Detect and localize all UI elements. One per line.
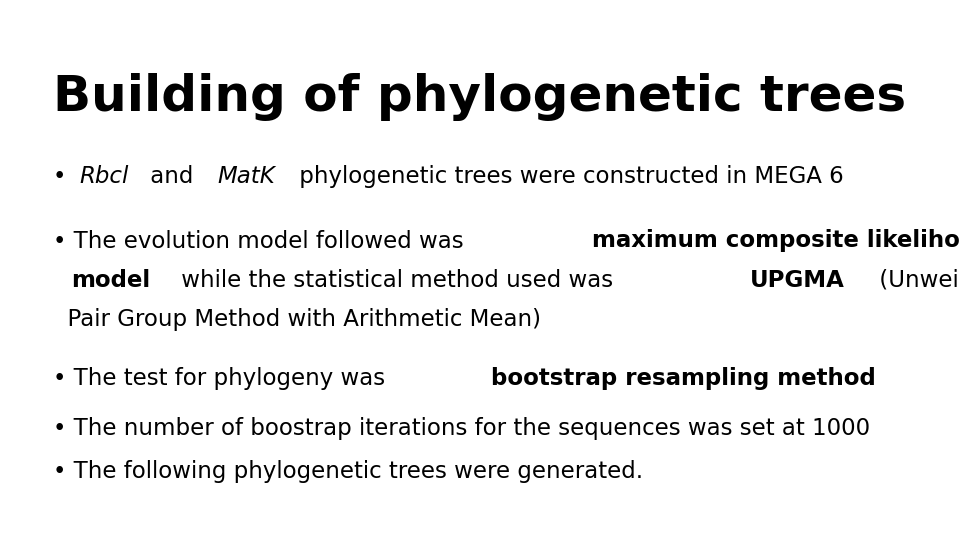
Text: while the statistical method used was: while the statistical method used was [174,269,620,292]
Text: • The following phylogenetic trees were generated.: • The following phylogenetic trees were … [53,460,643,483]
Text: maximum composite likelihood: maximum composite likelihood [592,230,960,253]
Text: Rbcl: Rbcl [80,165,129,188]
Text: (Unweighted: (Unweighted [872,269,960,292]
Text: Building of phylogenetic trees: Building of phylogenetic trees [53,73,906,121]
Text: UPGMA: UPGMA [750,269,845,292]
Text: • The test for phylogeny was: • The test for phylogeny was [53,367,393,390]
Text: and: and [143,165,201,188]
Text: Pair Group Method with Arithmetic Mean): Pair Group Method with Arithmetic Mean) [53,308,540,332]
Text: • The evolution model followed was: • The evolution model followed was [53,230,470,253]
Text: model: model [71,269,151,292]
Text: •: • [53,165,73,188]
Text: MatK: MatK [218,165,276,188]
Text: phylogenetic trees were constructed in MEGA 6: phylogenetic trees were constructed in M… [292,165,844,188]
Text: • The number of boostrap iterations for the sequences was set at 1000: • The number of boostrap iterations for … [53,417,870,440]
Text: bootstrap resampling method: bootstrap resampling method [491,367,876,390]
